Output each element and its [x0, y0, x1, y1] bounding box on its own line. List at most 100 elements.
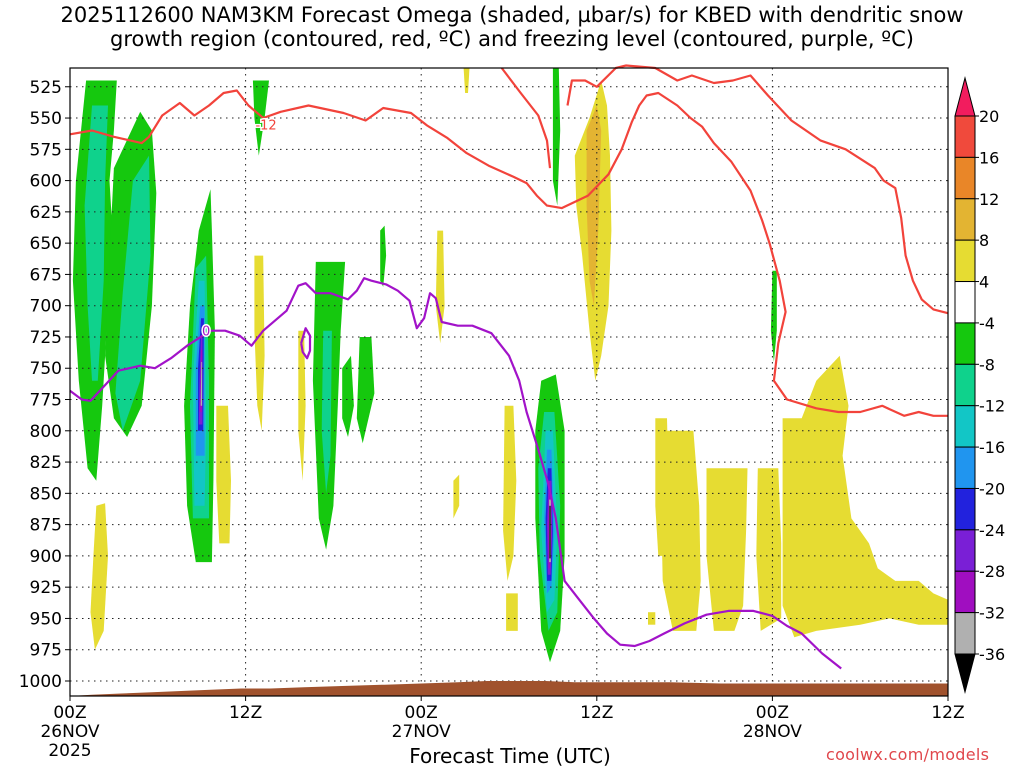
x-tick-label-0-3: 2025	[48, 741, 91, 761]
y-tick-label-725: 725	[30, 328, 62, 348]
x-tick-label-36-1: 12Z	[580, 703, 613, 723]
y-tick-label-975: 975	[30, 641, 62, 661]
y-tick-label-800: 800	[30, 422, 62, 442]
x-tick-label-48-1: 00Z	[756, 703, 789, 723]
y-tick-label-750: 750	[30, 359, 62, 379]
colorbar-label-7: -12	[979, 397, 1005, 416]
x-tick-label-12-1: 12Z	[229, 703, 262, 723]
y-axis: 525 550 575 600 625 650 675 700 725 750 775 800 825 8…	[19, 78, 70, 692]
colorbar-label-12: -32	[979, 604, 1005, 623]
y-tick-label-650: 650	[30, 234, 62, 254]
credit-text[interactable]: coolwx.com/models	[826, 745, 990, 764]
x-tick-label-24-1: 00Z	[405, 703, 438, 723]
y-tick-label-775: 775	[30, 391, 62, 411]
omega-region-43	[706, 468, 748, 631]
omega-region-27	[549, 505, 551, 559]
colorbar-bottom-arrow	[954, 653, 976, 694]
chart-title-line-2: growth region (contoured, red, ºC) and f…	[110, 27, 914, 51]
colorbar-label-10: -24	[979, 521, 1005, 540]
omega-region-40	[648, 612, 656, 625]
omega-region-45	[782, 355, 948, 638]
y-tick-label-575: 575	[30, 140, 62, 160]
y-tick-label-625: 625	[30, 203, 62, 223]
omega-region-31	[463, 68, 470, 93]
y-tick-label-875: 875	[30, 516, 62, 536]
colorbar-label-3: 8	[979, 231, 989, 250]
colorbar-label-13: -36	[979, 645, 1005, 664]
omega-region-39	[506, 593, 518, 631]
colorbar-bin-3	[954, 198, 976, 241]
plot-frame	[69, 67, 949, 697]
y-tick-label-925: 925	[30, 578, 62, 598]
y-tick-label-700: 700	[30, 297, 62, 317]
omega-region-37	[453, 474, 460, 519]
contour-line-2	[500, 67, 552, 169]
chart-title-line-1: 2025112600 NAM3KM Forecast Omega (shaded…	[60, 3, 964, 27]
colorbar-bin-12	[954, 570, 976, 614]
x-tick-label-24-2: 27NOV	[392, 722, 451, 742]
colorbar-label-9: -20	[979, 479, 1005, 498]
colorbar-top-arrow	[954, 76, 976, 117]
y-tick-label-525: 525	[30, 78, 62, 98]
x-tick-label-0-1: 00Z	[53, 703, 86, 723]
omega-region-32	[254, 255, 265, 431]
colorbar-label-1: 16	[979, 148, 999, 167]
colorbar-label-8: -16	[979, 438, 1005, 457]
y-tick-label-850: 850	[30, 484, 62, 504]
omega-region-42	[661, 430, 701, 631]
omega-region-30	[586, 105, 602, 306]
contour-line-3	[69, 277, 842, 670]
terrain-fill	[70, 681, 948, 696]
omega-region-12	[252, 80, 269, 156]
y-tick-label-900: 900	[30, 547, 62, 567]
contour-line-0	[69, 89, 948, 417]
colorbar-label-6: -8	[979, 355, 995, 374]
omega-region-35	[90, 503, 108, 650]
colorbar-bin-6	[954, 322, 976, 365]
colorbar-label-4: 4	[979, 273, 989, 292]
x-axis-label: Forecast Time (UTC)	[409, 744, 611, 768]
colorbar-bin-10	[954, 487, 976, 531]
omega-region-3	[115, 155, 151, 431]
y-tick-label-950: 950	[30, 609, 62, 629]
omega-region-14	[321, 330, 332, 494]
colorbar-bin-2	[954, 156, 976, 200]
omega-region-15	[342, 355, 354, 437]
x-tick-label-48-2: 28NOV	[743, 722, 802, 742]
omega-shading	[72, 68, 948, 663]
contour-label-3: 0	[202, 325, 210, 340]
x-tick-label-0-2: 26NOV	[40, 722, 99, 742]
omega-region-34	[216, 405, 231, 544]
y-tick-label-600: 600	[30, 172, 62, 192]
colorbar-bin-4	[954, 239, 976, 283]
y-tick-label-1000: 1000	[19, 672, 62, 692]
plot-border	[69, 67, 949, 697]
colorbar-label-0: 20	[979, 107, 999, 126]
omega-region-1	[84, 105, 108, 381]
x-tick-label-60-1: 12Z	[931, 703, 964, 723]
terrain-layer	[70, 681, 948, 696]
omega-region-16	[356, 337, 375, 444]
y-tick-label-675: 675	[30, 265, 62, 285]
omega-region-36	[435, 230, 445, 344]
colorbar-label-11: -28	[979, 562, 1005, 581]
colorbar: 20 16 12 8 4 -4 -8 -12 -16 -20 -24 -28 -32 -36	[954, 76, 1005, 694]
y-tick-label-550: 550	[30, 109, 62, 129]
colorbar-bin-7	[954, 363, 976, 407]
omega-region-44	[756, 468, 782, 631]
colorbar-bin-8	[954, 405, 976, 448]
omega-region-17	[380, 225, 387, 287]
contour-line-4	[300, 327, 312, 360]
contour-label-0: -12	[255, 118, 276, 133]
omega-region-33	[298, 330, 306, 481]
omega-region-18	[552, 68, 561, 206]
colorbar-bin-5	[954, 281, 976, 324]
colorbar-bin-9	[954, 446, 976, 489]
colorbar-label-5: -4	[979, 314, 995, 333]
y-tick-label-825: 825	[30, 453, 62, 473]
colorbar-label-2: 12	[979, 190, 999, 209]
grid-lines	[70, 68, 948, 696]
colorbar-bin-13	[954, 612, 976, 655]
colorbar-bin-1	[954, 115, 976, 158]
